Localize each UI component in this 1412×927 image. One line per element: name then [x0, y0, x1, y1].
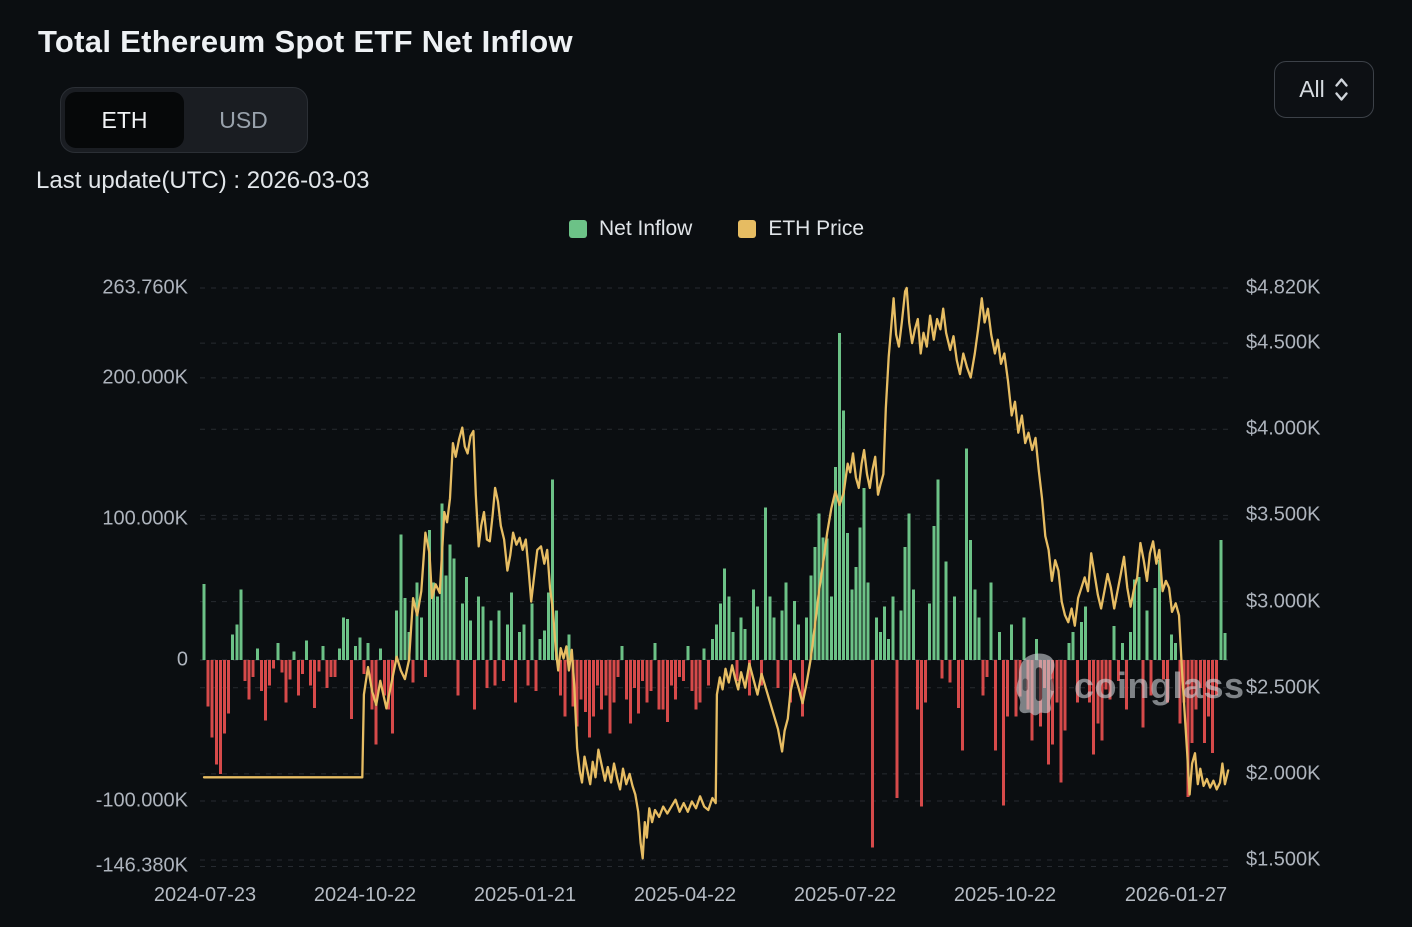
- last-update-label: Last update(UTC) : 2026-03-03: [36, 167, 370, 194]
- legend-item-net-inflow[interactable]: Net Inflow: [568, 217, 693, 241]
- range-select-value: All: [1299, 76, 1325, 102]
- x-axis-tick-label: 2024-10-22: [313, 884, 417, 906]
- legend-item-eth-price[interactable]: ETH Price: [738, 217, 864, 241]
- toggle-usd-button[interactable]: USD: [184, 92, 303, 148]
- x-axis-tick-label: 2025-04-22: [633, 884, 737, 906]
- net-inflow-swatch-icon: [568, 220, 587, 238]
- x-axis-tick-label: 2025-10-22: [953, 884, 1057, 906]
- y-right-tick-label: $4.500K: [1246, 331, 1321, 354]
- page-title: Total Ethereum Spot ETF Net Inflow: [38, 24, 573, 59]
- x-axis-tick-label: 2024-07-23: [153, 884, 257, 906]
- y-right-tick-label: $1.500K: [1246, 848, 1321, 871]
- legend-net-inflow-label: Net Inflow: [598, 217, 693, 240]
- eth-price-swatch-icon: [738, 220, 757, 238]
- y-left-tick-label: 100.000K: [102, 507, 188, 530]
- x-axis-tick-label: 2025-07-22: [793, 884, 897, 906]
- y-left-tick-label: 200.000K: [102, 366, 188, 389]
- y-right-tick-label: $3.000K: [1246, 590, 1321, 613]
- currency-toggle: ETH USD: [60, 87, 308, 153]
- y-right-tick-label: $2.500K: [1246, 676, 1321, 699]
- y-left-tick-label: -100.000K: [95, 789, 188, 812]
- toggle-eth-button[interactable]: ETH: [65, 92, 184, 148]
- legend-eth-price-label: ETH Price: [768, 217, 865, 240]
- select-chevrons-icon: [1334, 76, 1349, 103]
- y-right-tick-label: $4.000K: [1246, 417, 1321, 440]
- y-right-tick-label: $3.500K: [1246, 503, 1321, 526]
- y-left-tick-label: 0: [176, 648, 188, 671]
- y-left-tick-label: -146.380K: [95, 854, 188, 877]
- x-axis-tick-label: 2025-01-21: [473, 884, 577, 906]
- chart-legend: Net Inflow ETH Price: [200, 217, 1233, 241]
- y-right-tick-label: $2.000K: [1246, 762, 1321, 785]
- y-left-tick-label: 263.760K: [102, 276, 188, 299]
- range-select[interactable]: All: [1274, 61, 1374, 118]
- y-right-tick-label: $4.820K: [1246, 276, 1321, 299]
- x-axis-tick-label: 2026-01-27: [1124, 884, 1228, 906]
